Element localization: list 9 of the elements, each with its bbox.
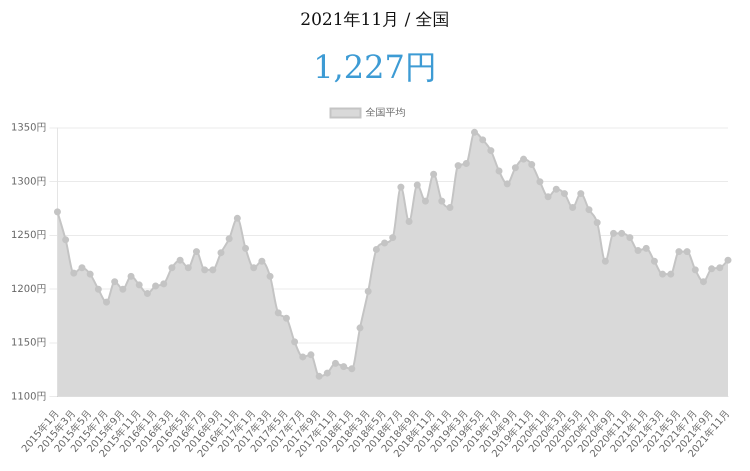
legend-label: 全国平均 xyxy=(366,106,406,119)
y-tick-label: 1300円 xyxy=(10,176,46,188)
y-tick-label: 1250円 xyxy=(10,230,46,242)
chart-title: 2021年11月 / 全国 xyxy=(299,9,451,32)
y-tick-label: 1100円 xyxy=(10,391,46,402)
y-tick-label: 1150円 xyxy=(10,338,46,349)
y-tick-label: 1200円 xyxy=(10,284,46,295)
y-tick-label: 1350円 xyxy=(10,122,46,134)
chart-subtitle: 1,227円 xyxy=(312,47,438,88)
